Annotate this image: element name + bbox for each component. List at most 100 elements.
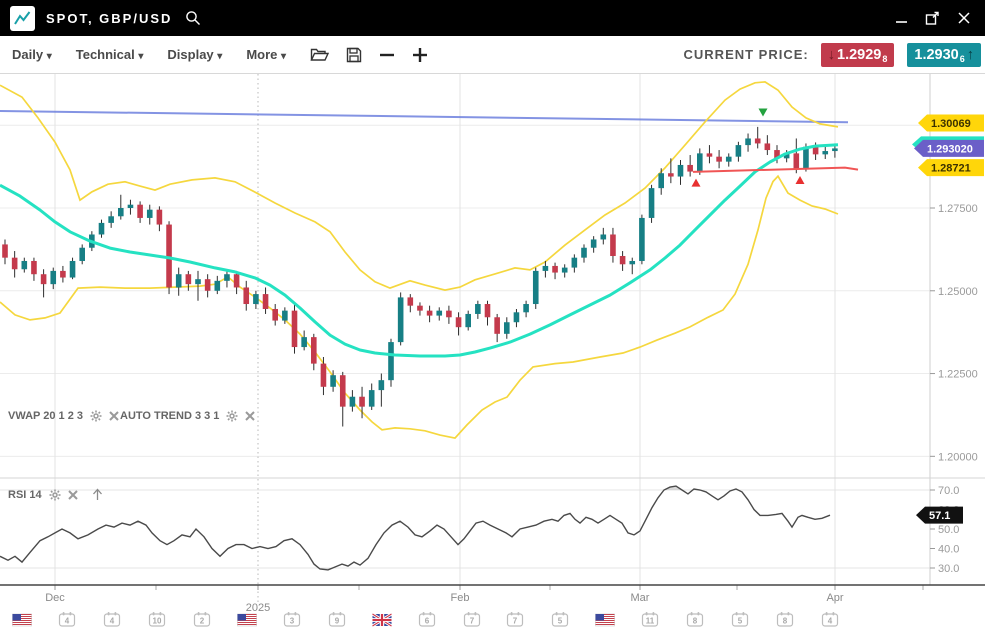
lower-level-tag [918, 159, 984, 177]
minimize-button[interactable] [895, 12, 908, 25]
vwap-remove-icon[interactable] [109, 411, 119, 421]
candle-body [754, 138, 761, 144]
candle-body [224, 274, 230, 281]
candle-body [803, 146, 809, 169]
candle-body [11, 257, 18, 270]
autotrend-label-text: AUTO TREND 3 3 1 [120, 410, 220, 422]
lower-level-tag-text: 1.28721 [931, 163, 971, 175]
popout-button[interactable] [925, 11, 940, 26]
candle-body [233, 274, 240, 288]
zoom-out-icon[interactable] [379, 47, 395, 63]
rsi-oversold-fill [0, 568, 830, 570]
calendar-event-icon[interactable]: 8 [686, 612, 704, 627]
vwap-label-text: VWAP 20 1 2 3 [8, 410, 84, 422]
rsi-plot-layer [0, 485, 831, 571]
flag-us-event-icon[interactable] [595, 613, 615, 627]
blue-trendline [0, 110, 849, 124]
candle-body [629, 260, 636, 265]
candle-body [783, 153, 790, 159]
menu-technical[interactable]: Technical ▾ [75, 47, 144, 62]
candle-body [455, 317, 462, 328]
calendar-event-icon[interactable]: 8 [776, 612, 794, 627]
rsi-remove-icon[interactable] [67, 489, 78, 500]
svg-text:4: 4 [110, 617, 115, 626]
autotrend-remove-icon[interactable] [245, 411, 256, 421]
calendar-event-icon[interactable]: 4 [103, 612, 121, 627]
candle-body [687, 164, 693, 172]
candle-body [735, 145, 742, 157]
rsi-tick-label: 30.0 [938, 563, 959, 575]
candle-body [175, 274, 182, 288]
rsi-line [0, 485, 831, 571]
svg-text:5: 5 [558, 617, 563, 626]
candle-body [532, 270, 539, 305]
calendar-event-icon[interactable]: 4 [821, 612, 839, 627]
price-axis[interactable]: 1.27500 1.25000 1.22500 1.20000 [930, 203, 978, 463]
rsi-settings-icon[interactable] [49, 489, 61, 501]
calendar-event-icon[interactable]: 2 [193, 612, 211, 627]
calendar-event-icon[interactable]: 7 [506, 612, 524, 627]
candle-body [619, 256, 626, 265]
menu-display[interactable]: Display ▾ [167, 47, 223, 62]
menu-interval[interactable]: Daily ▾ [12, 47, 52, 62]
autotrend-triangle-up-marker [795, 176, 805, 185]
calendar-event-icon[interactable]: 6 [418, 612, 436, 627]
zoom-in-icon[interactable] [412, 47, 428, 63]
svg-text:5: 5 [738, 617, 743, 626]
calendar-event-icon[interactable]: 10 [148, 612, 166, 627]
rsi-move-up-icon[interactable] [91, 488, 104, 501]
candle-body [98, 222, 105, 235]
calendar-event-icon[interactable]: 9 [328, 612, 346, 627]
svg-text:8: 8 [693, 617, 698, 626]
rsi-value-tag [916, 506, 963, 524]
search-icon[interactable] [185, 10, 201, 26]
autotrend-indicator-label: AUTO TREND 3 3 1 [120, 410, 256, 422]
last-price-tag-text: 1.293020 [927, 143, 973, 155]
candle-body [764, 143, 771, 151]
candle-body [311, 337, 317, 364]
autotrend-settings-icon[interactable] [226, 410, 238, 422]
svg-text:7: 7 [513, 617, 518, 626]
save-icon[interactable] [346, 47, 362, 63]
calendar-event-icon[interactable]: 5 [551, 612, 569, 627]
flag-uk-event-icon[interactable] [371, 612, 393, 628]
candle-body [407, 297, 414, 306]
time-axis[interactable]: Dec 2025 Feb Mar Apr [45, 592, 844, 614]
candle-body [330, 375, 336, 387]
month-label: Dec [45, 592, 65, 604]
vwap-indicator-label: VWAP 20 1 2 3 [8, 410, 119, 422]
open-folder-icon[interactable] [310, 47, 330, 62]
calendar-event-icon[interactable]: 11 [641, 612, 659, 627]
candle-body [812, 146, 819, 155]
candle-body [146, 209, 153, 218]
month-label: Mar [631, 592, 650, 604]
candle-body [475, 304, 481, 314]
calendar-event-icon[interactable]: 4 [58, 612, 76, 627]
candle-body [253, 294, 259, 305]
candle-body [69, 260, 76, 278]
vwap-line [0, 143, 839, 358]
flag-us-event-icon[interactable] [237, 613, 257, 627]
current-price-label: CURRENT PRICE: [683, 47, 809, 62]
chart-toolbar: Daily ▾ Technical ▾ Display ▾ More ▾ [0, 36, 985, 74]
vwap-settings-icon[interactable] [90, 410, 102, 422]
rsi-axis[interactable]: 70.060.050.040.030.0 [930, 485, 959, 575]
candle-body [21, 260, 28, 270]
calendar-event-icon[interactable]: 7 [463, 612, 481, 627]
flag-us-event-icon[interactable] [12, 613, 32, 627]
calendar-event-icon[interactable]: 3 [283, 612, 301, 627]
candle-body [185, 274, 192, 285]
price-tick-label: 1.27500 [938, 203, 978, 215]
calendar-event-icon[interactable]: 5 [731, 612, 749, 627]
svg-text:4: 4 [828, 617, 833, 626]
candle-body [590, 239, 597, 248]
candle-body [832, 148, 838, 152]
candle-body [262, 294, 269, 309]
window-title: SPOT, GBP/USD [46, 10, 173, 26]
month-label: 2025 [246, 602, 270, 614]
svg-text:3: 3 [290, 617, 295, 626]
rsi-tick-label: 70.0 [938, 485, 959, 497]
menu-more[interactable]: More ▾ [246, 47, 287, 62]
close-button[interactable] [957, 11, 971, 25]
